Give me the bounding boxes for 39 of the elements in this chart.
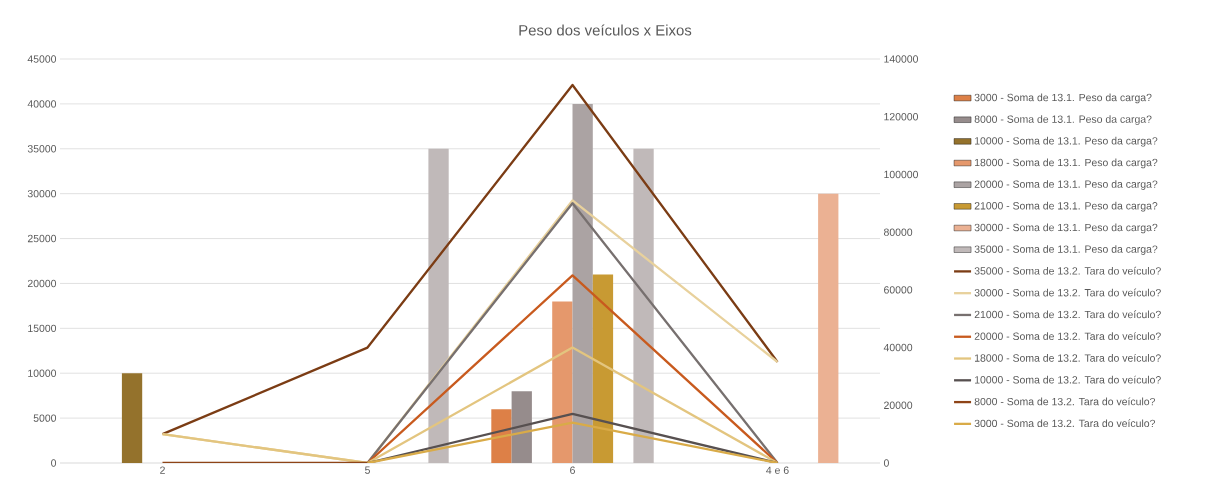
y-tick-label: 5000: [33, 414, 57, 422]
y2-tick-label: 40000: [883, 343, 913, 352]
y-tick-label: 15000: [28, 324, 57, 333]
y-tick-label: 40000: [27, 100, 57, 108]
legend-label: 3000 - Soma de 13.2. Tara do veículo?: [974, 419, 1156, 428]
y-tick-label: 10000: [28, 369, 57, 377]
y-tick-label: 30000: [27, 189, 57, 198]
chart-title: Peso dos veículos x Eixos: [519, 24, 692, 36]
legend-label: 3000 - Soma de 13.1. Peso da carga?: [974, 93, 1152, 104]
legend-label: 21000 - Soma de 13.1. Peso da carga?: [974, 201, 1158, 212]
legend-label: 8000 - Soma de 13.1. Peso da carga?: [974, 115, 1152, 125]
legend-label: 18000 - Soma de 13.1. Peso da carga?: [975, 158, 1158, 169]
y2-tick-label: 120000: [884, 113, 919, 121]
y2-tick-label: 140000: [884, 55, 919, 63]
legend-label: 20000 - Soma de 13.1. Peso da carga?: [974, 180, 1158, 190]
legend-label: 18000 - Soma de 13.2. Tara do veículo?: [975, 353, 1161, 362]
legend-label: 20000 - Soma de 13.2. Tara do veículo?: [974, 332, 1161, 340]
y-tick-label: 20000: [27, 279, 57, 288]
y-tick-label: 45000: [27, 55, 57, 63]
y2-tick-label: 60000: [884, 286, 913, 294]
x-tick-label: 2: [160, 466, 165, 474]
legend-label: 30000 - Soma de 13.2. Tara do veículo?: [974, 288, 1161, 297]
y2-tick-label: 80000: [883, 228, 913, 236]
legend-label: 35000 - Soma de 13.2. Tara do veículo?: [974, 266, 1161, 275]
legend-label: 10000 - Soma de 13.1. Peso da carga?: [975, 136, 1158, 147]
legend-label: 10000 - Soma de 13.2. Tara do veículo?: [975, 375, 1161, 384]
y2-tick-label: 100000: [884, 170, 919, 179]
y-tick-label: 35000: [27, 145, 57, 153]
legend-label: 8000 - Soma de 13.2. Tara do veículo?: [974, 397, 1156, 406]
y-tick-label: 0: [51, 459, 57, 467]
x-tick-label: 6: [570, 466, 575, 474]
y2-tick-label: 20000: [884, 401, 913, 409]
legend-label: 30000 - Soma de 13.1. Peso da carga?: [974, 223, 1158, 234]
y-tick-label: 25000: [27, 234, 57, 243]
legend-label: 21000 - Soma de 13.2. Tara do veículo?: [974, 310, 1161, 319]
legend-label: 35000 - Soma de 13.1. Peso da carga?: [974, 245, 1158, 255]
x-tick-label: 5: [365, 466, 370, 474]
x-tick-label: 4 e 6: [766, 466, 789, 474]
y2-tick-label: 0: [883, 459, 889, 467]
